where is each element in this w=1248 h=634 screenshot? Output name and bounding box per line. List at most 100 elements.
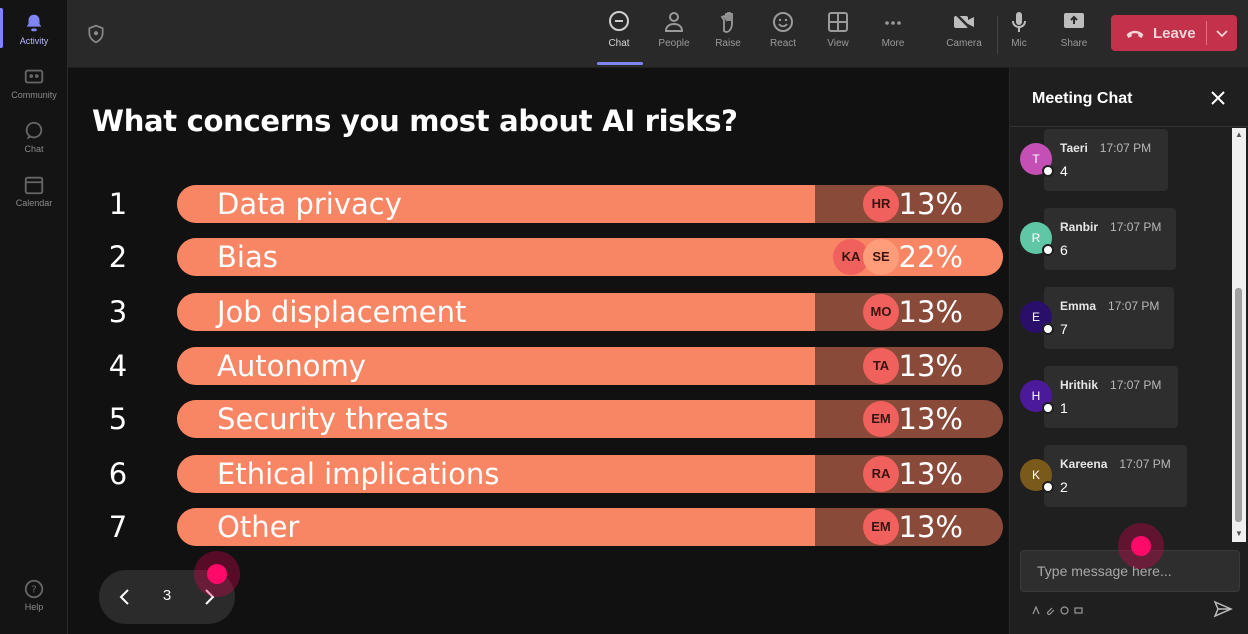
- avatar[interactable]: H: [1020, 380, 1054, 414]
- leave-button[interactable]: Leave: [1111, 15, 1237, 51]
- toolbar-chat-button[interactable]: Chat: [593, 10, 645, 49]
- active-tab-indicator: [597, 62, 643, 65]
- message-text: 7: [1060, 321, 1068, 337]
- chat-message: Hrithik 17:07 PM 1 H: [1010, 364, 1235, 428]
- poll-option-fill: [177, 347, 815, 385]
- poll-option-bar: Ethical implications RA 13%: [177, 455, 1003, 493]
- grid-view-icon: [828, 12, 848, 32]
- chevron-right-icon[interactable]: [197, 585, 221, 609]
- poll-option-number: 6: [108, 457, 128, 491]
- chat-scrollbar[interactable]: ▲ ▼: [1232, 128, 1246, 542]
- shield-icon[interactable]: [86, 24, 106, 44]
- leave-label: Leave: [1153, 24, 1196, 42]
- poll-option-percent: 13%: [898, 402, 963, 436]
- presence-dot: [1042, 244, 1054, 256]
- gif-icon[interactable]: [1074, 602, 1083, 614]
- community-icon: [24, 69, 44, 84]
- poll-option-row: 6 Ethical implications RA 13%: [68, 455, 1009, 493]
- chat-message: Emma 17:07 PM 7 E: [1010, 285, 1235, 349]
- leave-main-action[interactable]: Leave: [1111, 15, 1206, 51]
- toolbar-button-label: Raise: [715, 38, 741, 49]
- poll-option-row: 5 Security threats EM 13%: [68, 400, 1009, 438]
- poll-option-percent: 13%: [898, 457, 963, 491]
- voter-avatar: RA: [863, 456, 899, 492]
- poll-option-number: 5: [108, 402, 128, 436]
- sender-name: Emma: [1060, 299, 1097, 313]
- avatar[interactable]: E: [1020, 301, 1054, 335]
- presence-dot: [1042, 481, 1054, 493]
- chevron-down-icon: [1216, 30, 1228, 38]
- chat-bubble: Emma 17:07 PM 7: [1044, 287, 1174, 349]
- camera-off-icon: [954, 12, 974, 32]
- chat-title: Meeting Chat: [1032, 90, 1133, 107]
- chevron-left-icon[interactable]: [113, 585, 137, 609]
- poll-option-row: 3 Job displacement MO 13%: [68, 293, 1009, 331]
- sender-name: Ranbir: [1060, 220, 1099, 234]
- message-text: 1: [1060, 400, 1068, 416]
- toolbar-button-label: Share: [1060, 38, 1088, 49]
- poll-option-percent: 13%: [898, 295, 963, 329]
- toolbar-people-button[interactable]: People: [648, 10, 700, 49]
- toolbar-react-button[interactable]: React: [757, 10, 809, 49]
- raise-hand-icon: [720, 12, 733, 33]
- rail-item-label: Calendar: [15, 198, 53, 208]
- poll-option-bar: Data privacy HR 13%: [177, 185, 1003, 223]
- pointer-highlight: [194, 551, 240, 597]
- toolbar-more-button[interactable]: More: [867, 10, 919, 49]
- presence-dot: [1042, 402, 1054, 414]
- poll-stage: What concerns you most about AI risks? 1…: [68, 68, 1009, 634]
- avatar-initial: T: [1032, 152, 1040, 166]
- poll-option-bar: Security threats EM 13%: [177, 400, 1003, 438]
- scroll-up-arrow[interactable]: ▲: [1235, 130, 1243, 139]
- toolbar-share-button[interactable]: Share: [1048, 10, 1100, 49]
- leave-options-button[interactable]: [1207, 25, 1237, 41]
- chat-bubble: Kareena 17:07 PM 2: [1044, 445, 1187, 507]
- rail-item-community[interactable]: Community: [0, 66, 68, 100]
- scroll-down-arrow[interactable]: ▼: [1235, 529, 1243, 538]
- emoji-icon[interactable]: [1060, 602, 1069, 615]
- pointer-highlight: [1118, 523, 1164, 569]
- rail-item-label: Help: [24, 602, 44, 612]
- attach-icon[interactable]: [1046, 602, 1055, 615]
- people-icon: [664, 12, 684, 32]
- message-time: 17:07 PM: [1110, 378, 1162, 392]
- rail-item-activity[interactable]: Activity: [0, 12, 68, 46]
- avatar[interactable]: R: [1020, 222, 1054, 256]
- send-icon[interactable]: [1213, 599, 1233, 619]
- toolbar-button-label: Mic: [1011, 38, 1027, 49]
- chat-bubble: Hrithik 17:07 PM 1: [1044, 366, 1178, 428]
- svg-text:?: ?: [31, 585, 36, 596]
- poll-option-label: Security threats: [217, 402, 449, 436]
- avatar[interactable]: T: [1020, 143, 1054, 177]
- sender-name: Hrithik: [1060, 378, 1099, 392]
- poll-option-label: Bias: [217, 240, 278, 274]
- presence-dot: [1042, 323, 1054, 335]
- chat-message-input[interactable]: [1020, 550, 1240, 592]
- rail-item-label: Activity: [19, 36, 49, 46]
- poll-option-label: Autonomy: [217, 349, 366, 383]
- poll-option-fill: [177, 185, 815, 223]
- toolbar-camera-button[interactable]: Camera: [938, 10, 990, 49]
- toolbar-raise-button[interactable]: Raise: [702, 10, 754, 49]
- poll-option-label: Data privacy: [217, 187, 402, 221]
- rail-item-help[interactable]: ? Help: [0, 578, 68, 612]
- voter-avatar: EM: [863, 509, 899, 545]
- poll-option-percent: 22%: [898, 240, 963, 274]
- rail-item-chat[interactable]: Chat: [0, 120, 68, 154]
- message-time: 17:07 PM: [1119, 457, 1171, 471]
- toolbar-mic-button[interactable]: Mic: [993, 10, 1045, 49]
- rail-item-calendar[interactable]: Calendar: [0, 174, 68, 208]
- hang-up-icon: [1126, 30, 1144, 38]
- format-icon[interactable]: [1032, 602, 1041, 615]
- toolbar-button-label: View: [827, 38, 849, 49]
- toolbar-view-button[interactable]: View: [812, 10, 864, 49]
- scroll-thumb[interactable]: [1235, 288, 1242, 522]
- close-icon[interactable]: [1208, 88, 1228, 108]
- leave-split-divider: [1206, 21, 1208, 45]
- poll-question: What concerns you most about AI risks?: [92, 104, 738, 138]
- poll-option-fill: [177, 508, 815, 546]
- voter-avatar: HR: [863, 186, 899, 222]
- chat-message: Kareena 17:07 PM 2 K: [1010, 443, 1235, 507]
- poll-option-row: 1 Data privacy HR 13%: [68, 185, 1009, 223]
- avatar[interactable]: K: [1020, 459, 1054, 493]
